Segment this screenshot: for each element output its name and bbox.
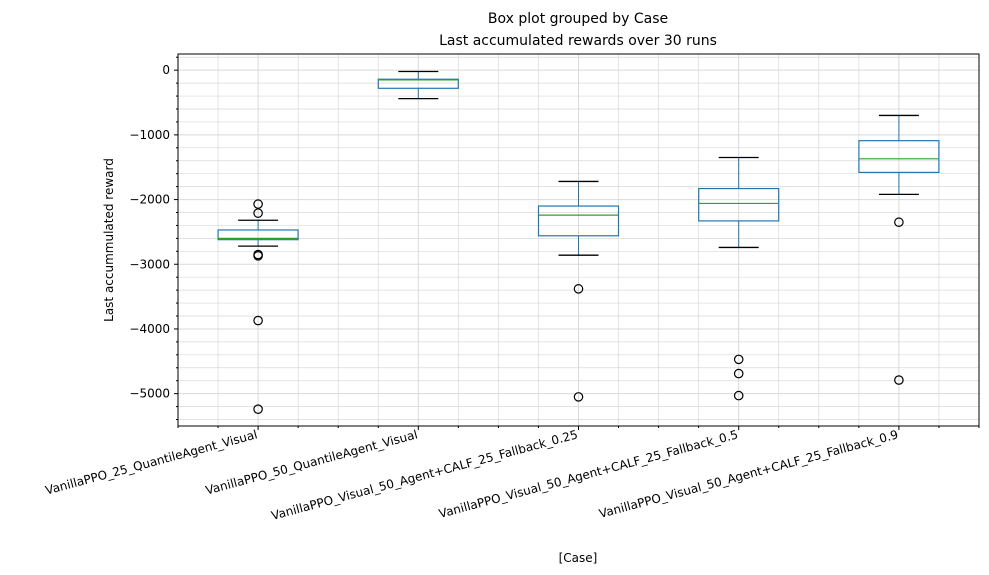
iqr-box xyxy=(858,140,940,173)
outlier-point xyxy=(253,251,263,261)
box-group xyxy=(377,70,459,100)
outlier-point xyxy=(733,390,744,401)
y-axis-label: Last accummulated reward xyxy=(102,158,116,322)
y-tick-label: −5000 xyxy=(129,387,170,401)
outlier-point xyxy=(894,375,904,385)
box-group xyxy=(698,156,780,401)
y-tick-label: −1000 xyxy=(129,128,170,142)
outlier-point xyxy=(733,368,744,379)
chart-title: Box plot grouped by Case xyxy=(488,11,668,27)
y-tick-label: −3000 xyxy=(129,257,170,271)
iqr-box xyxy=(537,205,620,237)
chart-subtitle: Last accumulated rewards over 30 runs xyxy=(439,33,717,49)
box-group xyxy=(537,180,620,402)
outlier-point xyxy=(253,315,263,326)
y-tick-label: −2000 xyxy=(129,193,170,207)
y-tick-label: 0 xyxy=(162,63,170,77)
x-tick-label: VanillaPPO_Visual_50_Agent+CALF_25_Fallb… xyxy=(598,427,900,521)
x-tick-label: VanillaPPO_Visual_50_Agent+CALF_25_Fallb… xyxy=(270,427,580,522)
x-tick-label: VanillaPPO_Visual_50_Agent+CALF_25_Fallb… xyxy=(437,427,739,521)
outlier-point xyxy=(894,217,904,228)
boxes xyxy=(217,70,940,414)
outlier-point xyxy=(253,404,263,414)
box-group xyxy=(217,199,299,414)
iqr-box xyxy=(377,78,459,89)
iqr-box xyxy=(698,187,780,222)
iqr-box xyxy=(217,229,299,241)
outlier-point xyxy=(573,284,584,294)
outlier-point xyxy=(253,208,263,218)
box-group xyxy=(858,114,940,385)
outlier-point xyxy=(253,199,263,209)
y-tick-label: −4000 xyxy=(129,322,170,336)
outlier-point xyxy=(733,354,744,365)
outlier-point xyxy=(573,392,584,402)
x-axis-label: [Case] xyxy=(559,551,598,565)
